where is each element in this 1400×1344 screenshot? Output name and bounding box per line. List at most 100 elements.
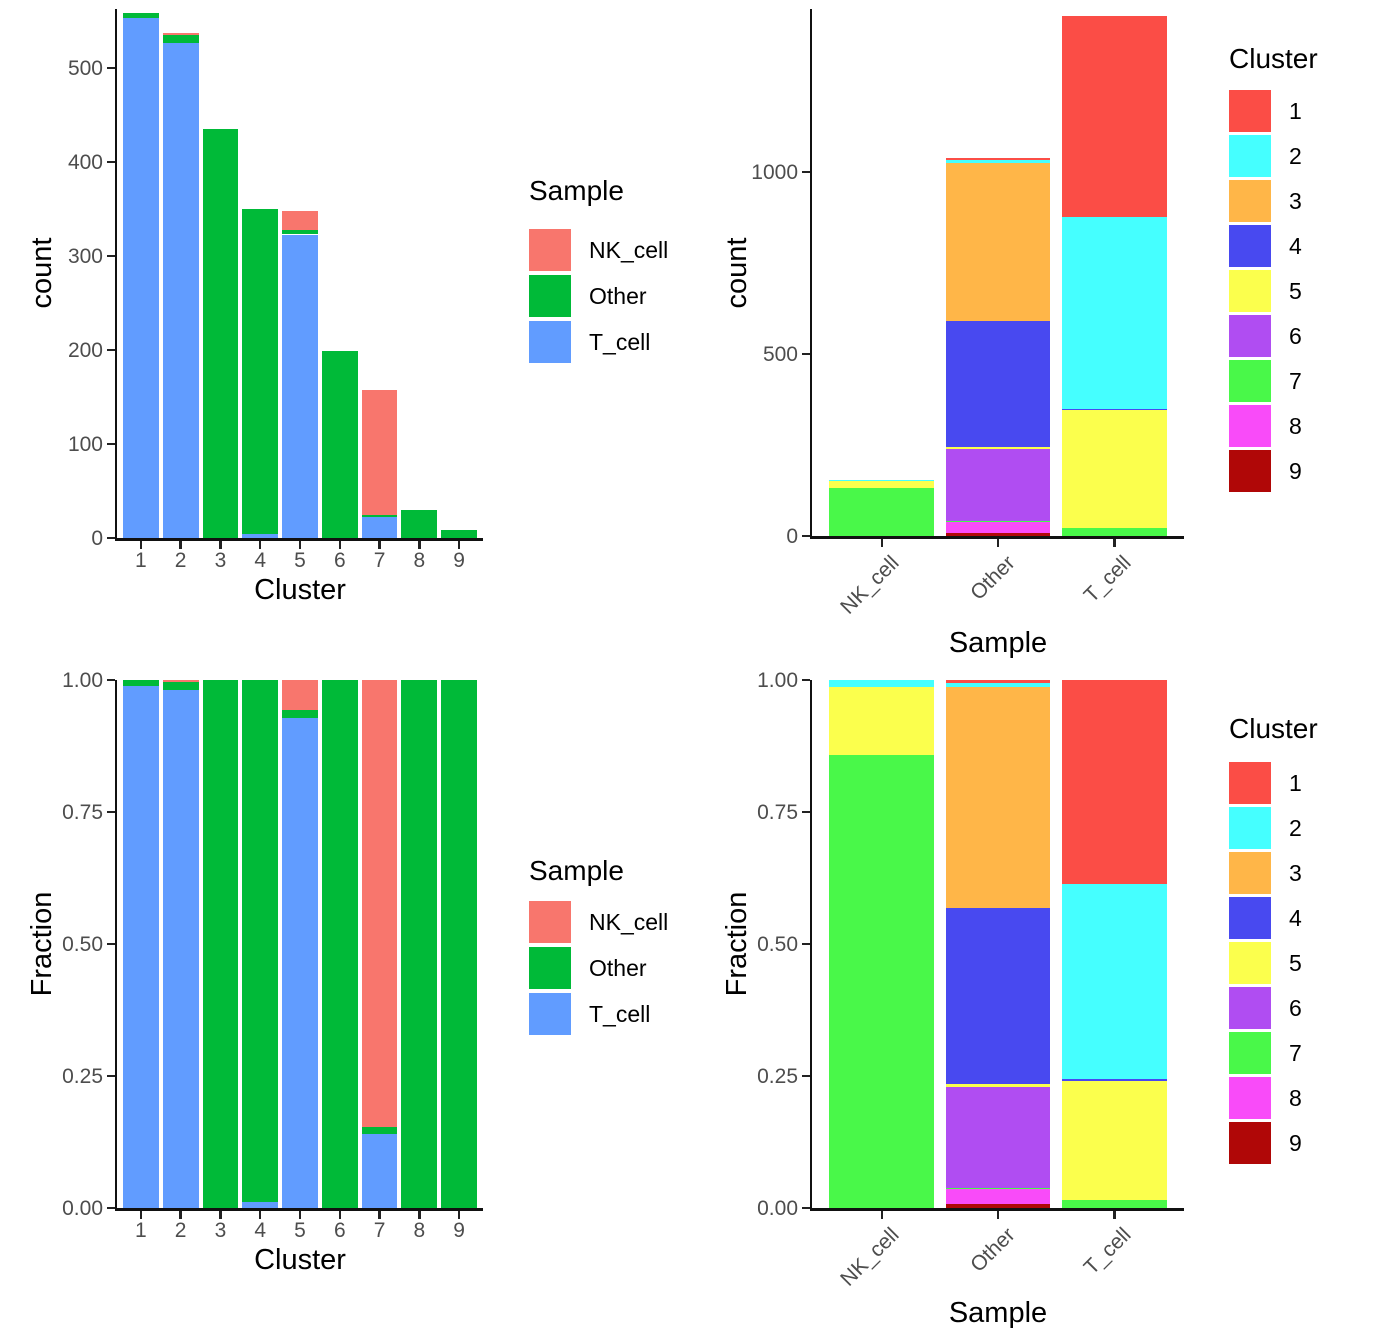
y-tick-label: 1.00 xyxy=(757,668,798,692)
y-tick xyxy=(106,1074,115,1078)
bar-Other-1 xyxy=(945,157,1051,161)
x-tick xyxy=(418,540,421,549)
legend-key-3 xyxy=(1229,180,1271,222)
bar-NK_cell-2 xyxy=(829,479,935,481)
bar-T_cell-4 xyxy=(1061,408,1167,411)
y-tick-label: 400 xyxy=(67,150,103,174)
legend-title: Sample xyxy=(529,855,624,886)
bar-NK_cell-7 xyxy=(829,754,935,1208)
x-tick xyxy=(457,1210,461,1219)
bar-3-Other xyxy=(202,129,239,538)
panel-fraction-by-cluster: Cluster Fraction Sample 0.00 0.25 0.50 0.75… xyxy=(0,670,700,1344)
legend-label-NK_cell: NK_cell xyxy=(589,909,669,935)
y-tick xyxy=(106,254,115,258)
bar-Other-2 xyxy=(945,683,1051,688)
y-tick-label: 0.75 xyxy=(62,800,103,824)
bar-5-Other xyxy=(282,229,318,235)
bar-T_cell-7 xyxy=(1061,1199,1167,1208)
legend-label-Other: Other xyxy=(589,283,647,309)
legend-key-8 xyxy=(1229,1077,1271,1119)
legend-key-3 xyxy=(1229,852,1271,894)
bar-5-Other xyxy=(282,710,318,718)
bar-5-NK_cell xyxy=(282,680,318,711)
y-tick-label: 0.50 xyxy=(757,932,798,956)
legend-key-2 xyxy=(1229,135,1271,177)
legend-key-5 xyxy=(1229,942,1271,984)
legend-label-NK_cell: NK_cell xyxy=(589,237,669,263)
bar-2-NK_cell xyxy=(162,33,199,36)
x-tick xyxy=(1113,1210,1116,1219)
legend-label-9: 9 xyxy=(1289,458,1302,484)
bar-Other-1 xyxy=(945,680,1051,684)
bar-2-Other xyxy=(162,681,199,690)
bar-1-T_cell xyxy=(122,18,159,538)
y-tick-label: 0.25 xyxy=(757,1064,798,1088)
legend-key-4 xyxy=(1229,225,1271,267)
y-axis-line xyxy=(809,9,812,539)
bar-6-Other xyxy=(321,680,358,1208)
y-tick xyxy=(801,352,810,356)
bar-T_cell-2 xyxy=(1061,884,1167,1080)
bar-7-T_cell xyxy=(361,517,398,538)
bar-8-Other xyxy=(401,680,438,1208)
x-tick xyxy=(258,540,262,549)
x-tick xyxy=(457,540,461,549)
y-tick-label: 0.50 xyxy=(62,932,103,956)
bar-9-Other xyxy=(441,680,478,1208)
x-axis-line xyxy=(809,536,1184,539)
legend-title: Cluster xyxy=(1229,43,1318,74)
bar-T_cell-7 xyxy=(1061,527,1167,536)
y-tick xyxy=(106,348,115,352)
bar-6-Other xyxy=(321,351,358,538)
x-tick-label: 2 xyxy=(174,1219,187,1242)
bar-T_cell-1 xyxy=(1061,680,1167,885)
y-tick-label: 300 xyxy=(67,244,103,268)
x-axis-title: Cluster xyxy=(254,574,346,606)
bar-Other-6 xyxy=(945,1086,1051,1188)
x-axis-line xyxy=(114,1208,483,1211)
x-tick xyxy=(219,1210,222,1219)
y-tick-label: 200 xyxy=(67,338,103,362)
legend-label-1: 1 xyxy=(1289,770,1302,796)
bar-4-Other xyxy=(242,680,279,1202)
x-tick-label: 5 xyxy=(294,549,306,572)
y-axis-line xyxy=(114,9,117,541)
x-tick xyxy=(139,1210,143,1219)
bar-7-NK_cell xyxy=(361,390,398,516)
bar-5-T_cell xyxy=(282,717,318,1208)
bar-3-Other xyxy=(202,680,239,1208)
x-tick-label: 7 xyxy=(373,1219,386,1242)
x-tick xyxy=(338,540,342,549)
bar-4-Other xyxy=(242,209,279,535)
x-tick-label: 3 xyxy=(214,1219,227,1242)
panel-count-by-cluster: Cluster count Sample 0 100 200 300 400 500 1 2 3… xyxy=(0,0,700,672)
legend-key-4 xyxy=(1229,897,1271,939)
bar-2-NK_cell xyxy=(162,680,199,682)
y-tick-label: 100 xyxy=(67,432,103,456)
bar-2-Other xyxy=(162,35,199,43)
x-axis-title: Sample xyxy=(948,1297,1048,1329)
legend-label-T_cell: T_cell xyxy=(589,329,651,355)
bar-4-T_cell xyxy=(242,534,279,538)
legend-key-Other xyxy=(529,275,571,317)
x-tick-label: 8 xyxy=(413,1219,426,1242)
y-tick-label: 0.00 xyxy=(62,1196,103,1220)
bar-T_cell-5 xyxy=(1061,410,1167,528)
legend-label-5: 5 xyxy=(1289,950,1302,976)
x-tick xyxy=(880,538,883,547)
y-tick-label: 0.00 xyxy=(757,1196,798,1220)
bar-Other-6 xyxy=(945,449,1051,522)
legend-key-1 xyxy=(1229,90,1271,132)
legend-key-8 xyxy=(1229,405,1271,447)
x-tick-label: 9 xyxy=(453,1219,465,1242)
x-tick-label: 4 xyxy=(254,549,267,572)
y-tick xyxy=(801,1074,810,1078)
x-tick-label: 6 xyxy=(333,549,346,572)
bar-Other-7 xyxy=(945,1187,1051,1189)
legend-key-5 xyxy=(1229,270,1271,312)
legend-label-7: 7 xyxy=(1289,368,1302,394)
y-tick-label: 500 xyxy=(67,56,103,80)
x-tick-label: 2 xyxy=(174,549,187,572)
legend-key-NK_cell xyxy=(529,901,571,943)
y-tick xyxy=(801,810,810,814)
